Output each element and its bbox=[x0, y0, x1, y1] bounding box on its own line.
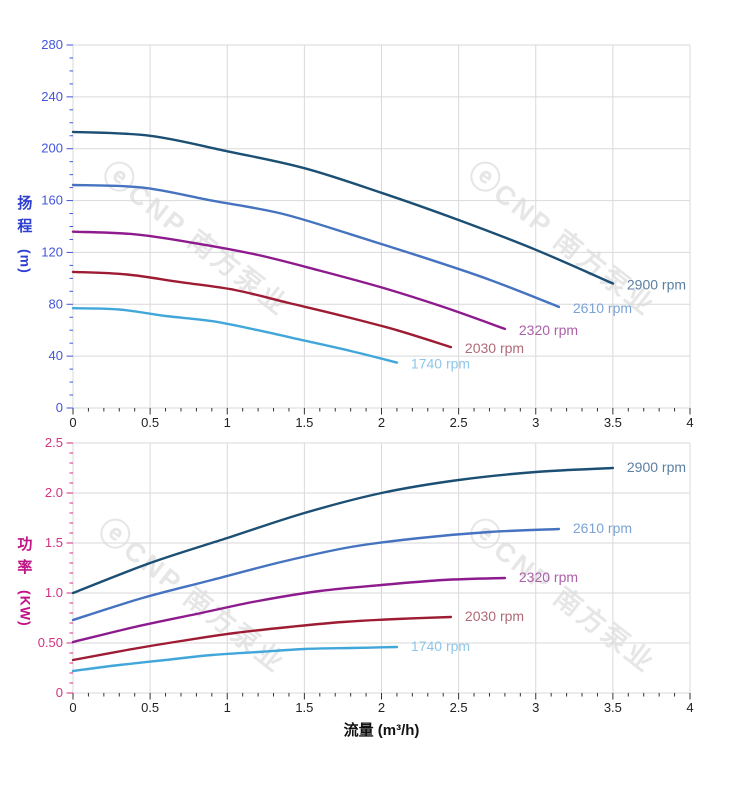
curve-2900-rpm bbox=[71, 130, 615, 285]
curve-2610-rpm bbox=[71, 527, 561, 622]
x-tick-label: 3.5 bbox=[604, 415, 622, 430]
curve-label-1740-rpm: 1740 rpm bbox=[411, 356, 470, 372]
x-tick-label: 4 bbox=[686, 415, 693, 430]
curve-2610-rpm bbox=[71, 183, 561, 309]
power-axis-unit: (KW) bbox=[17, 589, 34, 627]
y-tick-label: 200 bbox=[41, 141, 63, 156]
y-tick-label: 280 bbox=[41, 37, 63, 52]
x-tick-label: 0.5 bbox=[141, 415, 159, 430]
x-tick-label: 1 bbox=[224, 700, 231, 715]
curve-label-2030-rpm: 2030 rpm bbox=[465, 608, 524, 624]
y-tick-label: 2.5 bbox=[45, 435, 63, 450]
x-tick-label: 0 bbox=[69, 700, 76, 715]
curve-label-2030-rpm: 2030 rpm bbox=[465, 340, 524, 356]
y-tick-label: 240 bbox=[41, 89, 63, 104]
y-tick-label: 160 bbox=[41, 193, 63, 208]
y-tick-label: 120 bbox=[41, 244, 63, 259]
x-tick-label: 0.5 bbox=[141, 700, 159, 715]
y-tick-label: 0.50 bbox=[38, 635, 63, 650]
y-tick-label: 1.0 bbox=[45, 585, 63, 600]
head-axis-title-text: 扬程 bbox=[17, 195, 33, 236]
head-axis-unit: (m) bbox=[17, 248, 34, 274]
curve-2030-rpm bbox=[71, 270, 453, 349]
x-tick-label: 2 bbox=[378, 700, 385, 715]
power-axis-title-text: 功率 bbox=[17, 536, 33, 577]
x-tick-label: 2 bbox=[378, 415, 385, 430]
y-tick-label: 0 bbox=[56, 685, 63, 700]
power-axis-title: 功率 (KW) bbox=[14, 533, 36, 626]
y-tick-label: 80 bbox=[49, 296, 63, 311]
curve-label-2900-rpm: 2900 rpm bbox=[627, 277, 686, 293]
curve-1740-rpm bbox=[71, 307, 399, 364]
x-tick-label: 0 bbox=[69, 415, 76, 430]
curve-2320-rpm bbox=[71, 230, 507, 331]
curve-label-2610-rpm: 2610 rpm bbox=[573, 300, 632, 316]
y-tick-label: 40 bbox=[49, 348, 63, 363]
curve-label-2320-rpm: 2320 rpm bbox=[519, 569, 578, 585]
x-tick-label: 3 bbox=[532, 700, 539, 715]
power-flow-chart: 0 0.5 1 1.5 2 2.5 3 3.5 4 0 0.50 1.0 1.5 2.0 2.5 2900 r… bbox=[38, 435, 694, 715]
curve-label-2900-rpm: 2900 rpm bbox=[627, 459, 686, 475]
curve-label-2320-rpm: 2320 rpm bbox=[519, 322, 578, 338]
curve-label-1740-rpm: 1740 rpm bbox=[411, 638, 470, 654]
x-tick-label: 4 bbox=[686, 700, 693, 715]
curve-2900-rpm bbox=[71, 466, 615, 595]
x-tick-label: 2.5 bbox=[450, 415, 468, 430]
x-tick-label: 3 bbox=[532, 415, 539, 430]
curve-1740-rpm bbox=[71, 645, 399, 673]
head-axis-title: 扬程 (m) bbox=[14, 192, 36, 273]
x-tick-label: 1.5 bbox=[295, 700, 313, 715]
y-tick-label: 0 bbox=[56, 400, 63, 415]
flow-axis-title: 流量 (m³/h) bbox=[343, 722, 420, 739]
y-tick-label: 1.5 bbox=[45, 535, 63, 550]
x-tick-label: 3.5 bbox=[604, 700, 622, 715]
head-flow-chart: 0 0.5 1 1.5 2 2.5 3 3.5 404080120160200240280290… bbox=[41, 37, 693, 430]
y-tick-label: 2.0 bbox=[45, 485, 63, 500]
curve-2030-rpm bbox=[71, 615, 453, 662]
x-tick-label: 2.5 bbox=[450, 700, 468, 715]
x-tick-label: 1.5 bbox=[295, 415, 313, 430]
x-tick-label: 1 bbox=[224, 415, 231, 430]
curve-label-2610-rpm: 2610 rpm bbox=[573, 520, 632, 536]
curve-2320-rpm bbox=[71, 576, 507, 644]
